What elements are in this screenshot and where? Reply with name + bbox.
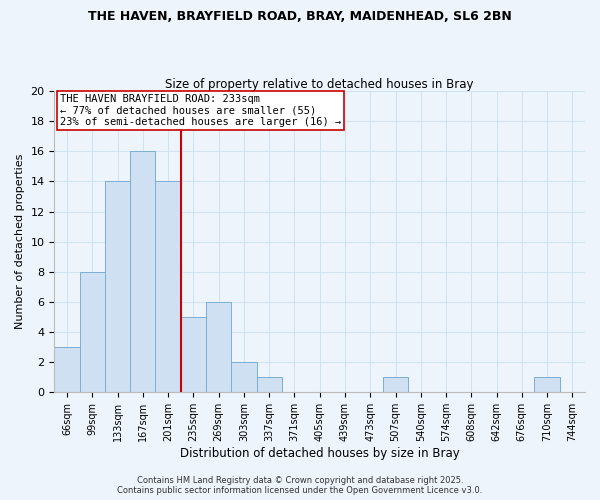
- Bar: [257, 378, 282, 392]
- Bar: [231, 362, 257, 392]
- Bar: [130, 152, 155, 392]
- Bar: [181, 317, 206, 392]
- Bar: [206, 302, 231, 392]
- Bar: [535, 378, 560, 392]
- Bar: [155, 182, 181, 392]
- Text: THE HAVEN BRAYFIELD ROAD: 233sqm
← 77% of detached houses are smaller (55)
23% o: THE HAVEN BRAYFIELD ROAD: 233sqm ← 77% o…: [60, 94, 341, 127]
- Bar: [55, 347, 80, 393]
- Text: THE HAVEN, BRAYFIELD ROAD, BRAY, MAIDENHEAD, SL6 2BN: THE HAVEN, BRAYFIELD ROAD, BRAY, MAIDENH…: [88, 10, 512, 23]
- Title: Size of property relative to detached houses in Bray: Size of property relative to detached ho…: [166, 78, 474, 91]
- Bar: [383, 378, 408, 392]
- X-axis label: Distribution of detached houses by size in Bray: Distribution of detached houses by size …: [180, 447, 460, 460]
- Text: Contains HM Land Registry data © Crown copyright and database right 2025.
Contai: Contains HM Land Registry data © Crown c…: [118, 476, 482, 495]
- Y-axis label: Number of detached properties: Number of detached properties: [15, 154, 25, 330]
- Bar: [80, 272, 105, 392]
- Bar: [105, 182, 130, 392]
